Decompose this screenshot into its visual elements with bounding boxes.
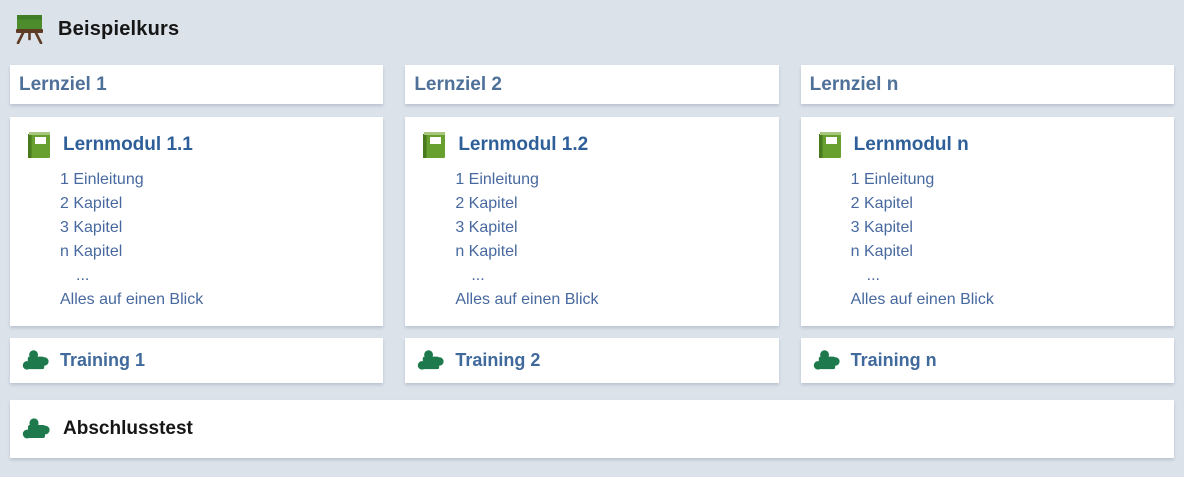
chapter-link[interactable]: Alles auf einen Blick: [850, 291, 994, 308]
learning-objective-label: Lernziel 2: [414, 73, 502, 95]
course-header: Beispielkurs: [14, 14, 179, 44]
training-item[interactable]: Training 1: [10, 338, 384, 383]
chapter-ellipsis: ...: [76, 267, 90, 284]
training-label: Training n: [850, 350, 937, 370]
training-label: Training 1: [60, 350, 146, 370]
learning-objective-header: Lernziel 1: [10, 65, 384, 104]
learning-objective-label: Lernziel n: [809, 73, 899, 95]
learning-module-card: Lernmodul n 1 Einleitung 2 Kapitel 3 Kap…: [800, 117, 1174, 326]
learning-module-icon: [818, 132, 841, 158]
chapter-link[interactable]: 1 Einleitung: [455, 171, 539, 188]
chapter-list: 1 Einleitung 2 Kapitel 3 Kapitel n Kapit…: [801, 168, 1174, 312]
training-item[interactable]: Training n: [800, 338, 1174, 383]
chapter-link[interactable]: n Kapitel: [850, 243, 913, 260]
learning-module-head[interactable]: Lernmodul 1.1: [10, 117, 383, 158]
chapter-link[interactable]: n Kapitel: [455, 243, 518, 260]
training-label: Training 2: [455, 350, 541, 370]
final-test-label: Abschlusstest: [63, 418, 193, 439]
chapter-ellipsis: ...: [471, 267, 485, 284]
learning-module-head[interactable]: Lernmodul n: [801, 117, 1174, 158]
objective-column-2: Lernziel 2 Lernmodul 1.2 1 Einleitung 2 …: [405, 65, 779, 383]
puzzle-icon: [22, 350, 49, 370]
chapter-link[interactable]: n Kapitel: [60, 243, 123, 260]
puzzle-icon: [813, 350, 840, 370]
chapter-link[interactable]: Alles auf einen Blick: [60, 291, 204, 308]
learning-module-head[interactable]: Lernmodul 1.2: [405, 117, 778, 158]
learning-module-icon: [423, 132, 446, 158]
learning-module-card: Lernmodul 1.2 1 Einleitung 2 Kapitel 3 K…: [405, 117, 779, 326]
chapter-ellipsis: ...: [866, 267, 880, 284]
chapter-list: 1 Einleitung 2 Kapitel 3 Kapitel n Kapit…: [405, 168, 778, 312]
learning-objective-header: Lernziel 2: [405, 65, 779, 104]
learning-module-card: Lernmodul 1.1 1 Einleitung 2 Kapitel 3 K…: [10, 117, 384, 326]
training-item[interactable]: Training 2: [405, 338, 779, 383]
puzzle-icon: [22, 418, 50, 439]
chapter-link[interactable]: 3 Kapitel: [60, 219, 123, 236]
learning-module-icon: [28, 132, 50, 158]
chapter-list: 1 Einleitung 2 Kapitel 3 Kapitel n Kapit…: [10, 168, 383, 312]
learning-module-title[interactable]: Lernmodul 1.2: [458, 134, 589, 155]
chapter-link[interactable]: 2 Kapitel: [60, 195, 123, 212]
chapter-link[interactable]: 1 Einleitung: [60, 171, 144, 188]
learning-objective-header: Lernziel n: [800, 65, 1174, 104]
chapter-link[interactable]: Alles auf einen Blick: [455, 291, 599, 308]
objective-column-n: Lernziel n Lernmodul n 1 Einleitung 2 Ka…: [800, 65, 1174, 383]
course-title: Beispielkurs: [58, 17, 180, 40]
chapter-link[interactable]: 2 Kapitel: [850, 195, 913, 212]
learning-objective-label: Lernziel 1: [19, 73, 107, 95]
chapter-link[interactable]: 2 Kapitel: [455, 195, 518, 212]
objective-column-1: Lernziel 1 Lernmodul 1.1 1 Einleitung 2 …: [10, 65, 384, 383]
chapter-link[interactable]: 3 Kapitel: [850, 219, 913, 236]
learning-module-title[interactable]: Lernmodul 1.1: [63, 134, 193, 155]
chalkboard-easel-icon: [16, 15, 43, 44]
learning-module-title[interactable]: Lernmodul n: [853, 134, 969, 155]
puzzle-icon: [418, 350, 444, 370]
chapter-link[interactable]: 1 Einleitung: [850, 171, 935, 188]
final-test-item[interactable]: Abschlusstest: [10, 400, 1174, 458]
objectives-grid: Lernziel 1 Lernmodul 1.1 1 Einleitung 2 …: [10, 65, 1174, 383]
chapter-link[interactable]: 3 Kapitel: [455, 219, 518, 236]
